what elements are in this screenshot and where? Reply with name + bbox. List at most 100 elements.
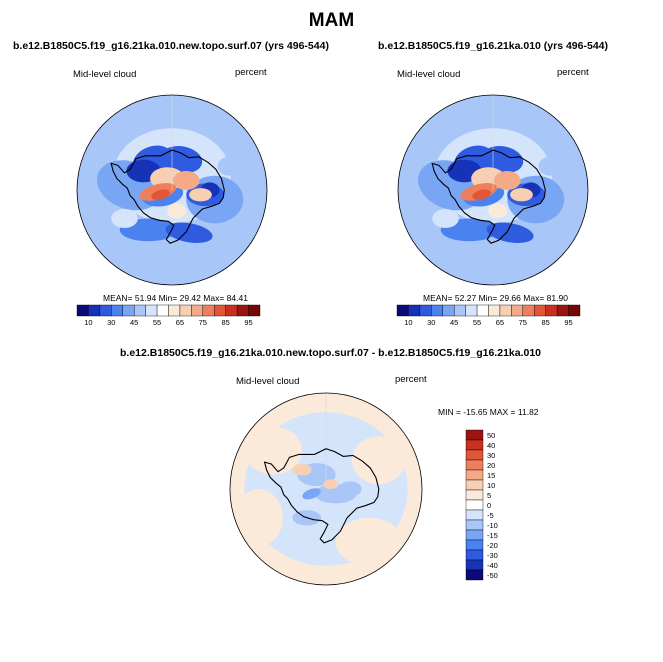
diff-colorbar-tick-label: -50 (487, 571, 498, 580)
panel-b-contour-region (486, 222, 534, 243)
diff-map-border (229, 392, 423, 586)
diff-colorbar-swatch (465, 449, 484, 461)
diff-min-label: MIN = (438, 407, 461, 417)
panel-a-field (77, 95, 267, 285)
diff-colorbar-swatch (465, 529, 484, 541)
diff-colorbar-swatch (465, 559, 484, 571)
diff-colorbar-tick-label: 0 (487, 501, 491, 510)
panel-a-antarctica-coastline (110, 149, 225, 244)
diff-min-value: -15.65 (463, 407, 488, 417)
diff-contour-region (234, 489, 283, 547)
diff-colorbar-swatch (465, 519, 484, 531)
panel-a-colorbar-tick-label: 45 (130, 318, 138, 327)
panel-b-antarctica-coastline (431, 149, 546, 244)
panel-b-mean-value: 52.27 (454, 293, 477, 303)
panel-b-field (398, 95, 588, 285)
diff-colorbar-swatch (465, 569, 484, 581)
panel-a-map-border (76, 94, 268, 286)
panel-b-max-label: Max= (523, 293, 545, 303)
diff-colorbar-swatch (465, 499, 484, 511)
panel-a-units-label: percent (235, 67, 267, 78)
diff-colorbar-swatch (465, 549, 484, 561)
panel-a-colorbar-tick-label: 10 (84, 318, 92, 327)
panel-a-contour-region (165, 222, 213, 243)
panel-b-contour-region (510, 188, 533, 202)
panel-a-colorbar-tick-label: 55 (153, 318, 161, 327)
panel-b-min-value: 29.66 (499, 293, 521, 303)
panel-b-contour-region (472, 189, 491, 200)
panel-a-contour-region (217, 156, 241, 176)
panel-b-variable-label: Mid-level cloud (397, 69, 461, 80)
diff-colorbar-tick-label: -15 (487, 531, 498, 540)
panel-a-colorbar-tick-label: 75 (199, 318, 207, 327)
panel-b-contour-region (493, 171, 521, 190)
panel-b-colorbar-tick-label: 30 (427, 318, 435, 327)
panel-a-contour-region (111, 209, 138, 228)
panel-a-case-title: b.e12.B1850C5.f19_g16.21ka.010.new.topo.… (13, 40, 329, 52)
panel-b-case-title: b.e12.B1850C5.f19_g16.21ka.010 (yrs 496-… (378, 40, 608, 52)
diff-contour-region (323, 479, 339, 490)
diff-colorbar-tick-label: 15 (487, 471, 495, 480)
panel-a-contour-region (189, 188, 212, 202)
panel-b-contour-region (481, 146, 524, 174)
panel-b-map-border (397, 94, 589, 286)
diff-antarctica-coastline (263, 448, 380, 544)
diff-contour-region (351, 436, 406, 485)
diff-colorbar-tick-label: -40 (487, 561, 498, 570)
panel-a-contour-region (167, 203, 187, 219)
panel-a-max-value: 84.41 (226, 293, 248, 303)
panel-a-colorbar-tick-label: 85 (222, 318, 230, 327)
diff-colorbar-swatch (465, 439, 484, 451)
panel-a-colorbar-tick-label: 65 (176, 318, 184, 327)
diff-units-label: percent (395, 374, 427, 385)
diff-colorbar-tick-label: 30 (487, 451, 495, 460)
diff-colorbar-tick-label: -20 (487, 541, 498, 550)
panel-b-colorbar-tick-label: 85 (542, 318, 550, 327)
panel-a-max-label: Max= (203, 293, 225, 303)
diff-colorbar-tick-label: -10 (487, 521, 498, 530)
panel-b-colorbar-tick-label: 95 (564, 318, 572, 327)
panel-b-contour-region (432, 209, 459, 228)
diff-colorbar-tick-label: 40 (487, 441, 495, 450)
diff-contour-region (335, 517, 403, 566)
diff-colorbar-swatch (465, 539, 484, 551)
panel-a-min-label: Min= (158, 293, 178, 303)
panel-b-colorbar-tick-label: 45 (450, 318, 458, 327)
diff-colorbar-swatch (465, 459, 484, 471)
diff-contour-region (302, 488, 321, 500)
diff-colorbar-tick-label: 5 (487, 491, 491, 500)
panel-b-colorbar-tick-label: 65 (496, 318, 504, 327)
panel-b-max-value: 81.90 (546, 293, 568, 303)
page-title: MAM (308, 10, 355, 31)
diff-variable-label: Mid-level cloud (236, 376, 300, 387)
diff-max-label: MAX = (489, 407, 516, 417)
panel-a-variable-label: Mid-level cloud (73, 69, 137, 80)
diff-colorbar-tick-label: -5 (487, 511, 494, 520)
diff-colorbar-tick-label: 50 (487, 431, 495, 440)
panel-a-contour-region (160, 146, 203, 174)
panel-a-contour-region (151, 189, 170, 200)
diff-max-value: 11.82 (517, 407, 539, 417)
panel-b-units-label: percent (557, 67, 589, 78)
diff-case-title: b.e12.B1850C5.f19_g16.21ka.010.new.topo.… (120, 347, 542, 359)
diff-colorbar-swatch (465, 509, 484, 521)
panel-b-colorbar-swatch (568, 304, 581, 317)
diff-colorbar-tick-label: -30 (487, 551, 498, 560)
panel-b-mean-label: MEAN= (423, 293, 453, 303)
diff-stats: MIN = -15.65 MAX = 11.82 (438, 407, 539, 417)
panel-a-colorbar-swatch (248, 304, 261, 317)
panel-a-min-value: 29.42 (179, 293, 201, 303)
panel-b-colorbar-tick-label: 55 (473, 318, 481, 327)
diff-contour-region (338, 481, 362, 497)
diff-contour-region (292, 464, 312, 476)
diff-colorbar-swatch (465, 469, 484, 481)
panel-b-contour-region (538, 156, 562, 176)
panel-a-stats: MEAN= 51.94 Min= 29.42 Max= 84.41 (103, 293, 248, 303)
panel-a-mean-value: 51.94 (134, 293, 157, 303)
panel-b-colorbar-tick-label: 10 (404, 318, 412, 327)
panel-b-contour-region (488, 203, 508, 219)
